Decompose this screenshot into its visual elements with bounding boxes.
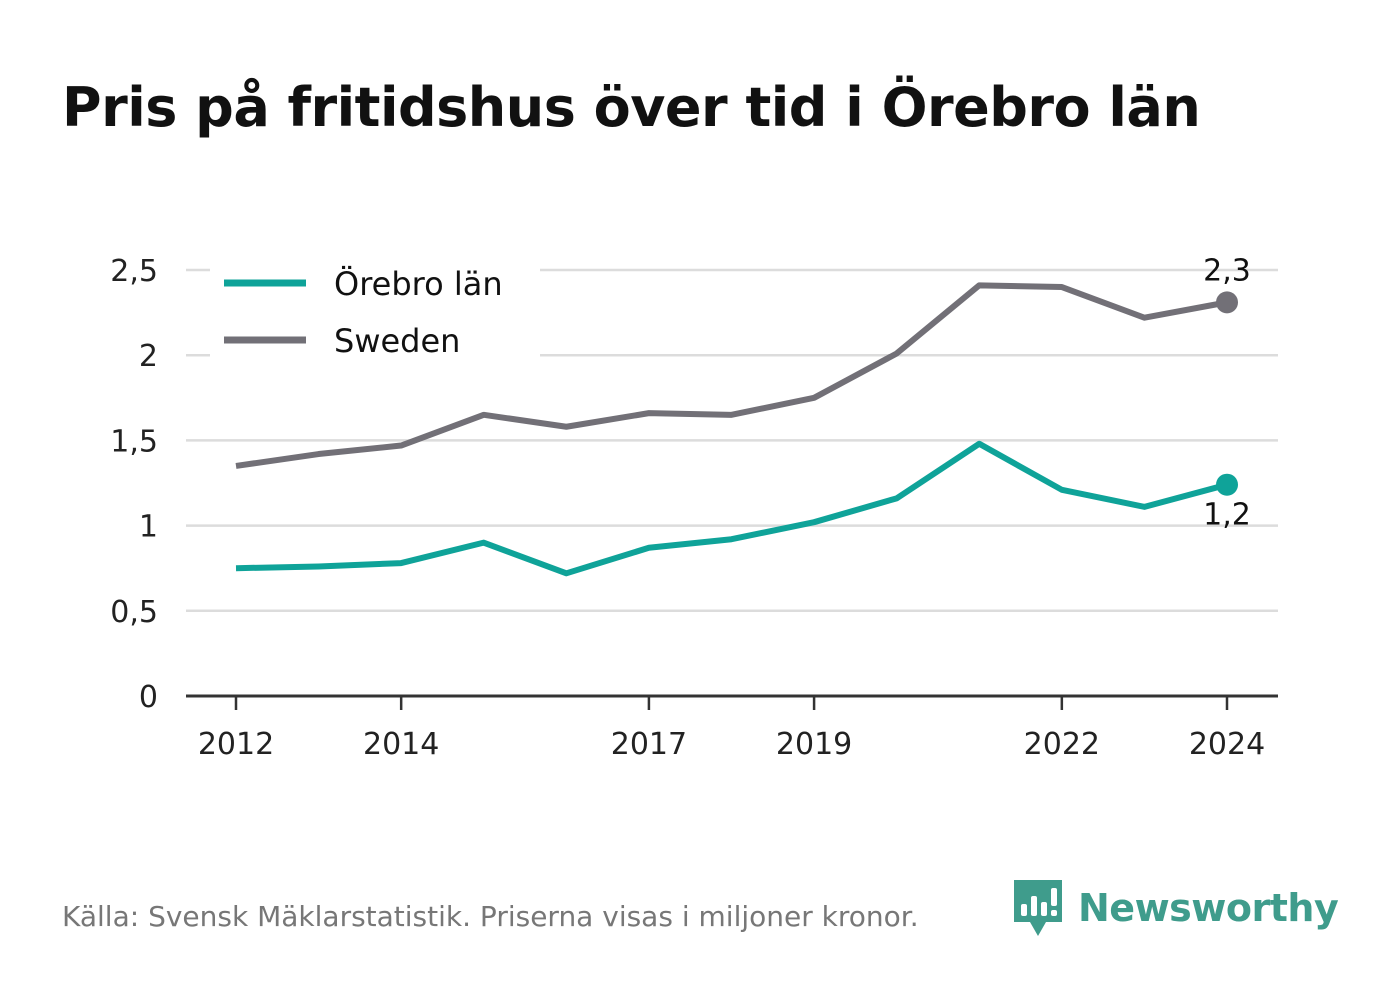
legend: Örebro län Sweden [210,252,540,362]
x-axis: 2012 2014 2017 2019 2022 2024 [186,694,1278,762]
y-tick-label: 0,5 [110,595,158,630]
source-note: Källa: Svensk Mäklarstatistik. Priserna … [62,900,919,933]
series-line [235,440,1228,577]
newsworthy-logo: Newsworthy [1012,878,1339,938]
legend-label: Sweden [334,322,460,360]
newsworthy-logo-icon [1014,880,1062,936]
y-axis-ticks: 0 0,5 1 1,5 2 2,5 [110,254,158,715]
x-tick-label: 2017 [611,727,687,762]
legend-label: Örebro län [334,265,503,303]
series-lines [235,282,1228,577]
series-line [235,282,1228,469]
end-markers: 1,2 2,3 [1203,253,1251,532]
chart-title: Pris på fritidshus över tid i Örebro län [62,76,1201,139]
y-tick-label: 0 [139,680,158,715]
x-tick-label: 2014 [363,727,439,762]
end-value-label: 2,3 [1203,253,1251,288]
y-tick-label: 2 [139,339,158,374]
y-tick-label: 1 [139,510,158,545]
y-tick-label: 2,5 [110,254,158,289]
end-point-marker [1216,473,1238,496]
x-tick-label: 2024 [1189,727,1265,762]
x-tick-label: 2019 [776,727,852,762]
end-value-label: 1,2 [1203,498,1251,533]
y-tick-label: 1,5 [110,424,158,459]
legend-background [210,252,540,362]
x-tick-label: 2022 [1024,727,1100,762]
brand-name: Newsworthy [1078,886,1339,930]
x-tick-label: 2012 [198,727,274,762]
end-point-marker [1216,291,1238,314]
